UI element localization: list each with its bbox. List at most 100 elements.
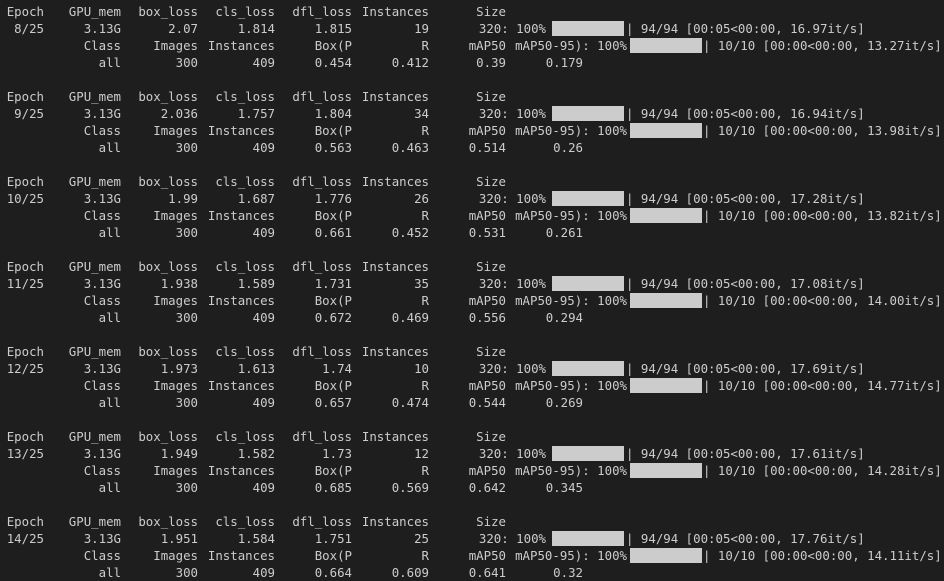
- val-header-box-p: Box(P: [314, 38, 352, 53]
- header-cls-loss: cls_loss: [215, 259, 275, 274]
- val-header-class: Class: [83, 378, 121, 393]
- train-progress-row: 14/25 3.13G 1.951 1.584 1.751 25 320: 100% | 94…: [0, 530, 944, 547]
- header-cls-loss: cls_loss: [215, 174, 275, 189]
- epoch-value: 11/25: [6, 276, 44, 291]
- header-epoch: Epoch: [6, 259, 44, 274]
- gpu-mem-value: 3.13G: [83, 276, 121, 291]
- val-map50-value: 0.39: [476, 55, 506, 70]
- train-progress-row: 13/25 3.13G 1.949 1.582 1.73 12 320: 100% | 94/…: [0, 445, 944, 462]
- val-header-box-p: Box(P: [314, 208, 352, 223]
- header-dfl-loss: dfl_loss: [292, 344, 352, 359]
- header-cls-loss: cls_loss: [215, 514, 275, 529]
- val-result-row: all 300 409 0.454 0.412 0.39 0.179: [0, 54, 944, 71]
- header-instances: Instances: [361, 89, 429, 104]
- val-class-all: all: [98, 310, 121, 325]
- size-progress-label: 320: 100%: [478, 276, 546, 291]
- gpu-mem-value: 3.13G: [83, 106, 121, 121]
- val-header-images: Images: [153, 38, 198, 53]
- val-class-all: all: [98, 225, 121, 240]
- val-result-row: all 300 409 0.563 0.463 0.514 0.26: [0, 139, 944, 156]
- train-progress-stats: | 94/94 [00:05<00:00, 16.97it/s]: [626, 21, 865, 36]
- val-class-all: all: [98, 55, 121, 70]
- header-epoch: Epoch: [6, 89, 44, 104]
- header-box-loss: box_loss: [138, 174, 198, 189]
- val-header-class: Class: [83, 463, 121, 478]
- header-box-loss: box_loss: [138, 344, 198, 359]
- val-instances-value: 409: [252, 140, 275, 155]
- header-cls-loss: cls_loss: [215, 429, 275, 444]
- val-recall-value: 0.474: [391, 395, 429, 410]
- train-progress-bar: [552, 276, 624, 291]
- gpu-mem-value: 3.13G: [83, 361, 121, 376]
- val-progress-bar: [630, 123, 702, 138]
- val-precision-value: 0.454: [314, 55, 352, 70]
- header-instances: Instances: [361, 429, 429, 444]
- header-size: Size: [476, 514, 506, 529]
- epoch-header-row: Epoch GPU_mem box_loss cls_loss dfl_loss Inst…: [0, 428, 944, 445]
- val-recall-value: 0.463: [391, 140, 429, 155]
- box-loss-value: 1.938: [160, 276, 198, 291]
- val-header-instances: Instances: [207, 123, 275, 138]
- val-progress-bar: [630, 293, 702, 308]
- val-header-images: Images: [153, 123, 198, 138]
- size-progress-label: 320: 100%: [478, 446, 546, 461]
- val-images-value: 300: [175, 55, 198, 70]
- val-header-class: Class: [83, 38, 121, 53]
- cls-loss-value: 1.589: [237, 276, 275, 291]
- val-recall-value: 0.412: [391, 55, 429, 70]
- header-instances: Instances: [361, 514, 429, 529]
- val-recall-value: 0.452: [391, 225, 429, 240]
- val-result-row: all 300 409 0.672 0.469 0.556 0.294: [0, 309, 944, 326]
- box-loss-value: 2.07: [168, 21, 198, 36]
- val-header-map50: mAP50: [468, 548, 506, 563]
- val-progress-stats: | 10/10 [00:00<00:00, 14.28it/s]: [703, 463, 942, 478]
- header-box-loss: box_loss: [138, 259, 198, 274]
- cls-loss-value: 1.582: [237, 446, 275, 461]
- dfl-loss-value: 1.74: [322, 361, 352, 376]
- train-progress-stats: | 94/94 [00:05<00:00, 17.76it/s]: [626, 531, 865, 546]
- header-size: Size: [476, 89, 506, 104]
- header-box-loss: box_loss: [138, 514, 198, 529]
- epoch-header-row: Epoch GPU_mem box_loss cls_loss dfl_loss Inst…: [0, 343, 944, 360]
- val-map50-95-value: 0.261: [545, 225, 583, 240]
- header-epoch: Epoch: [6, 429, 44, 444]
- train-progress-stats: | 94/94 [00:05<00:00, 16.94it/s]: [626, 106, 865, 121]
- val-result-row: all 300 409 0.685 0.569 0.642 0.345: [0, 479, 944, 496]
- epoch-value: 14/25: [6, 531, 44, 546]
- val-progress-label: mAP50-95): 100%: [515, 293, 627, 308]
- val-precision-value: 0.685: [314, 480, 352, 495]
- header-epoch: Epoch: [6, 344, 44, 359]
- header-cls-loss: cls_loss: [215, 344, 275, 359]
- val-map50-95-value: 0.32: [553, 565, 583, 580]
- box-loss-value: 2.036: [160, 106, 198, 121]
- size-progress-label: 320: 100%: [478, 21, 546, 36]
- dfl-loss-value: 1.73: [322, 446, 352, 461]
- header-instances: Instances: [361, 174, 429, 189]
- val-header-class: Class: [83, 293, 121, 308]
- header-instances: Instances: [361, 259, 429, 274]
- val-images-value: 300: [175, 395, 198, 410]
- val-header-box-p: Box(P: [314, 293, 352, 308]
- epoch-value: 12/25: [6, 361, 44, 376]
- size-progress-label: 320: 100%: [478, 531, 546, 546]
- val-progress-bar: [630, 463, 702, 478]
- val-header-r: R: [421, 293, 429, 308]
- dfl-loss-value: 1.804: [314, 106, 352, 121]
- val-precision-value: 0.657: [314, 395, 352, 410]
- epoch-value: 8/25: [14, 21, 44, 36]
- size-progress-label: 320: 100%: [478, 191, 546, 206]
- val-map50-value: 0.514: [468, 140, 506, 155]
- val-progress-stats: | 10/10 [00:00<00:00, 14.11it/s]: [703, 548, 942, 563]
- val-instances-value: 409: [252, 310, 275, 325]
- val-class-all: all: [98, 565, 121, 580]
- val-class-all: all: [98, 395, 121, 410]
- val-header-r: R: [421, 123, 429, 138]
- val-map50-value: 0.642: [468, 480, 506, 495]
- val-header-r: R: [421, 548, 429, 563]
- val-recall-value: 0.469: [391, 310, 429, 325]
- instances-value: 25: [414, 531, 429, 546]
- epoch-header-row: Epoch GPU_mem box_loss cls_loss dfl_loss Inst…: [0, 513, 944, 530]
